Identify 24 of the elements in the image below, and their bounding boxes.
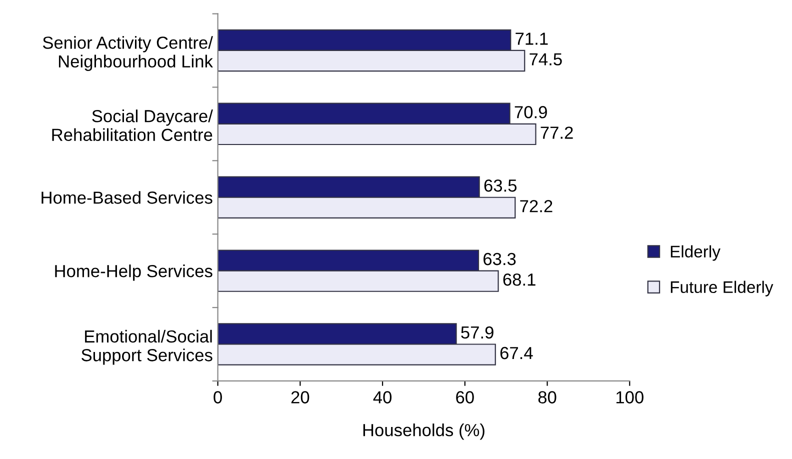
y-tick-label: Home-Based Services — [42, 191, 212, 204]
x-tick-label: 80 — [538, 391, 556, 404]
y-tick-label: Emotional/Social Support Services — [82, 330, 212, 365]
x-tick-label: 0 — [214, 391, 222, 404]
data-label: 74.5 — [530, 53, 562, 66]
data-label: 63.5 — [484, 179, 517, 192]
x-tick-label: 40 — [373, 391, 392, 404]
data-label: 77.2 — [540, 126, 573, 139]
y-tick-label: Social Daycare/ Rehabilitation Centre — [52, 110, 213, 141]
x-tick-label: 60 — [456, 391, 474, 404]
data-label: 70.9 — [514, 106, 547, 118]
y-tick-label: Home-Help Services — [55, 264, 212, 281]
data-label: 68.1 — [503, 273, 536, 286]
data-label: 63.3 — [484, 252, 516, 266]
legend-label: Future Elderly — [670, 280, 774, 296]
x-tick-label: 100 — [616, 391, 644, 404]
x-axis-title: Households (%) — [363, 424, 484, 440]
x-tick-label: 20 — [291, 391, 310, 404]
data-label: 72.2 — [520, 200, 552, 212]
y-tick-label: Senior Activity Centre/ Neighbourhood Link — [42, 36, 213, 71]
data-label: 57.9 — [461, 326, 494, 339]
data-label: 67.4 — [500, 346, 533, 360]
legend-label: Elderly — [670, 245, 720, 261]
data-label: 71.1 — [516, 32, 548, 45]
